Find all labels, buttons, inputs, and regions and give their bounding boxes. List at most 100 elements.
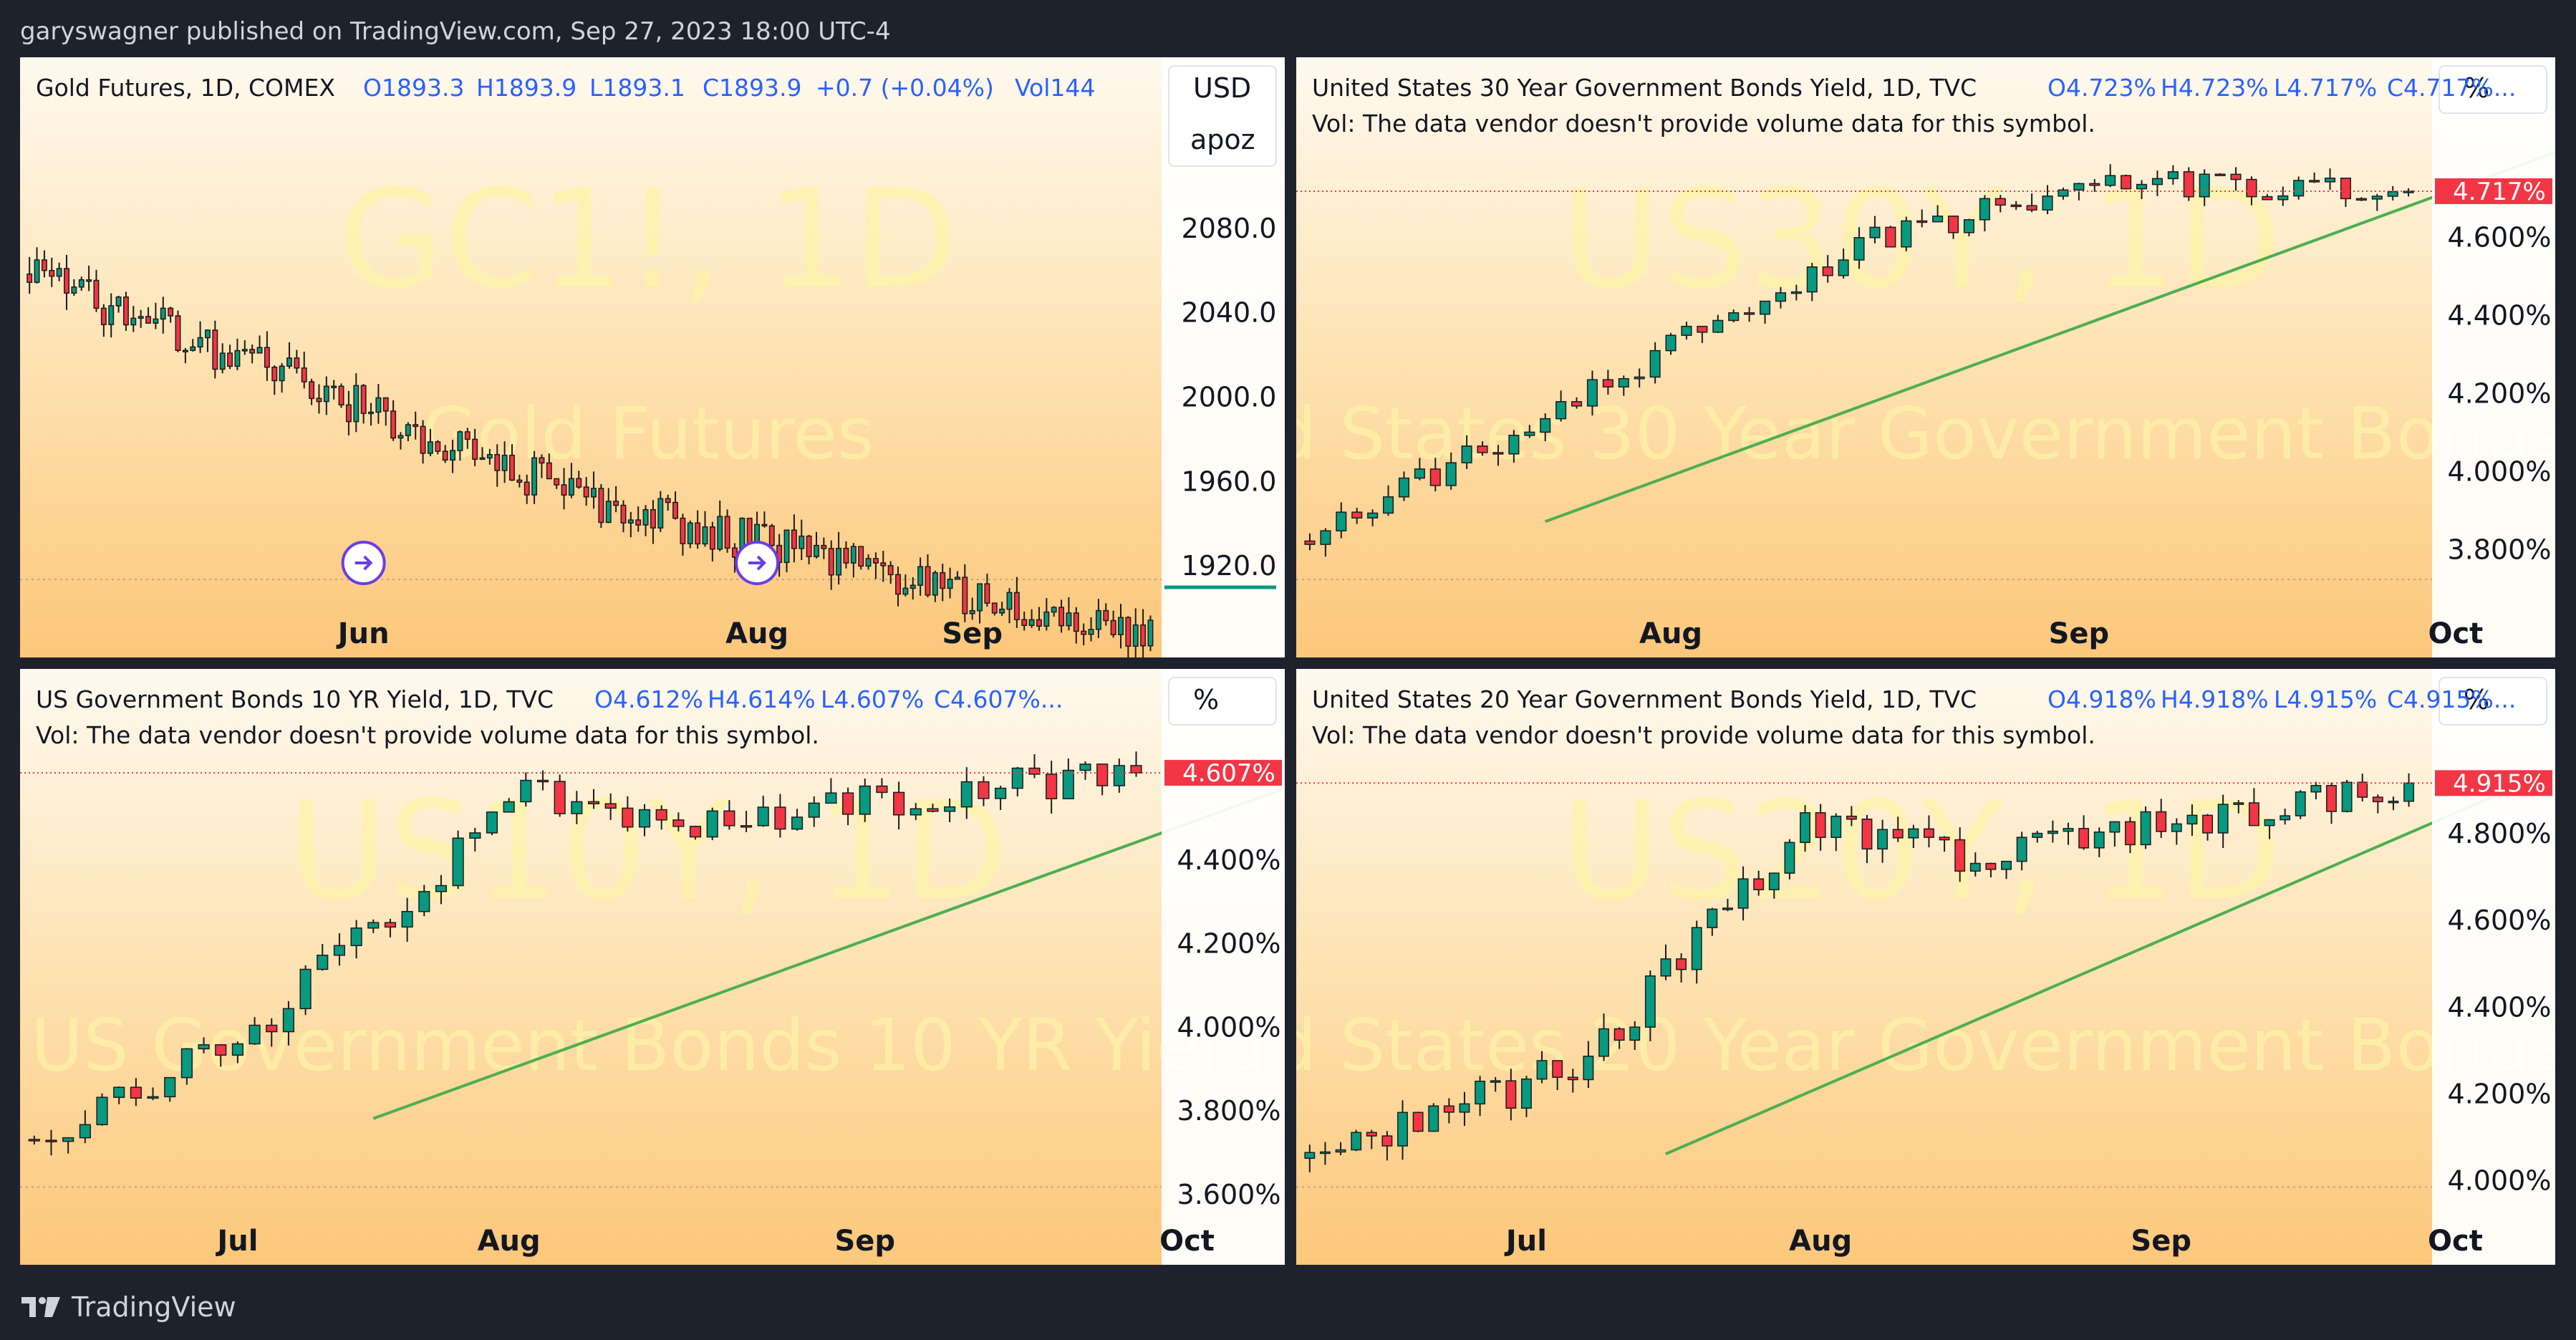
us10y-candle <box>859 785 871 815</box>
gold-candle <box>768 525 775 546</box>
us30y-candle <box>2309 180 2320 183</box>
gold-candle <box>420 425 426 454</box>
gold-candle <box>1073 612 1079 632</box>
us20y-candle <box>1397 1112 1408 1147</box>
gold-currency-sub-label: apoz <box>1190 124 1255 155</box>
chart-panel-gold[interactable]: GC1!, 1D Gold Futures 2080.0 2040.0 2000.0 19… <box>20 57 1285 657</box>
us10y-ohlc-value: L4.607% <box>821 685 924 713</box>
gold-candle <box>962 577 968 614</box>
gold-candle <box>650 508 656 529</box>
gold-candle <box>368 411 374 415</box>
us20y-candle <box>2016 837 2027 862</box>
gold-candle <box>435 441 441 452</box>
us30y-candle <box>1508 435 1520 455</box>
us10y-candle <box>587 801 600 804</box>
gold-candle <box>799 535 805 549</box>
gold-currency-box[interactable] <box>1168 65 1277 167</box>
us20y-candle <box>1830 815 1842 839</box>
gold-candle <box>910 584 916 589</box>
gold-ohlc-value: O1893.3 <box>363 74 464 102</box>
chart-panel-us20y[interactable]: US20Y, 1D United States 20 Year Governmen… <box>1296 669 2555 1265</box>
us10y-candle <box>452 837 464 887</box>
gold-candle <box>115 297 122 307</box>
gold-candle <box>516 479 523 483</box>
us10y-candle <box>944 806 956 812</box>
gold-candle <box>479 457 486 461</box>
gold-candle <box>880 562 887 567</box>
us20y-candle <box>2341 781 2353 812</box>
gold-candle <box>843 547 849 564</box>
gold-candle <box>1006 592 1013 610</box>
us10y-x-tick-label: Jul <box>215 1225 258 1258</box>
gold-candle <box>568 478 574 496</box>
gold-candle <box>1081 630 1087 635</box>
us30y-ohlc-value: C4.717%... <box>2387 74 2516 102</box>
gold-candle <box>887 565 894 576</box>
gold-event-marker[interactable] <box>735 541 780 585</box>
gold-candle <box>724 516 730 549</box>
us30y-price-axis[interactable] <box>2432 57 2555 657</box>
us20y-candle <box>1676 958 1687 970</box>
us10y-y-tick-label: 4.200% <box>1177 928 1281 960</box>
gold-candle <box>1103 609 1109 622</box>
us20y-candle <box>1304 1152 1316 1160</box>
gold-candle <box>219 352 226 370</box>
us10y-price-axis[interactable] <box>1162 669 1285 1265</box>
us30y-candle <box>1822 266 1833 276</box>
us10y-currency-label: % <box>1193 684 1219 715</box>
us10y-candle <box>1046 773 1058 799</box>
us30y-candle <box>1304 540 1316 545</box>
chart-panel-us30y[interactable]: US30Y, 1D United States 30 Year Governmen… <box>1296 57 2555 657</box>
us30y-candle <box>2246 178 2257 198</box>
gold-candle <box>1036 619 1042 627</box>
us20y-candle <box>1598 1028 1609 1057</box>
us20y-candle <box>2093 832 2105 849</box>
chart-panel-us10y[interactable]: US10Y, 1D US Government Bonds 10 YR Yield… <box>20 669 1285 1265</box>
gold-candle <box>1028 619 1035 626</box>
us10y-candle <box>333 945 346 956</box>
us30y-candle <box>2010 204 2022 208</box>
us30y-candle <box>1728 312 1740 322</box>
chart-svg-us10y: US10Y, 1D US Government Bonds 10 YR Yield… <box>20 669 1285 1265</box>
us30y-candle <box>1979 198 1990 221</box>
us30y-candle <box>1586 379 1598 407</box>
us10y-y-tick-label: 3.800% <box>1177 1095 1281 1127</box>
us30y-currency-box[interactable] <box>2438 65 2547 114</box>
us10y-candle <box>79 1124 91 1139</box>
us30y-y-tick-label: 4.000% <box>2448 455 2552 487</box>
gold-candle <box>301 367 307 382</box>
us20y-x-tick-label: Oct <box>2428 1225 2483 1258</box>
us10y-candle <box>299 968 312 1010</box>
gold-event-marker[interactable] <box>341 541 386 585</box>
gold-candle <box>375 397 382 413</box>
us10y-watermark: US10Y, 1D <box>288 772 1008 930</box>
us10y-candle <box>655 809 667 821</box>
gold-candle <box>828 548 834 576</box>
us30y-candle <box>1398 477 1410 498</box>
us20y-y-tick-label: 4.000% <box>2448 1165 2552 1197</box>
us20y-candle <box>1351 1132 1362 1151</box>
us20y-currency-box[interactable] <box>2438 677 2547 726</box>
us20y-price-axis[interactable] <box>2432 669 2555 1265</box>
gold-candle <box>509 454 515 481</box>
us20y-candle <box>2125 821 2136 846</box>
footer-brand[interactable]: TradingView <box>20 1287 236 1327</box>
gold-candle <box>316 397 322 403</box>
gold-candle <box>212 329 218 370</box>
us30y-candle <box>1759 300 1771 315</box>
us10y-candle <box>215 1044 227 1056</box>
gold-candle <box>234 350 241 367</box>
gold-ohlc-value: H1893.9 <box>476 74 577 102</box>
us20y-ohlc-value: L4.915% <box>2274 685 2377 713</box>
us30y-watermark-sub: United States 30 Year Government Bonds Y… <box>1296 392 2555 476</box>
gold-candle <box>680 517 686 544</box>
us20y-ohlc-value: O4.918% <box>2047 685 2156 713</box>
us20y-candle <box>2388 800 2399 804</box>
gold-candle <box>442 450 448 461</box>
us30y-candle <box>2214 173 2226 176</box>
us10y-currency-box[interactable] <box>1168 677 1277 726</box>
gold-candle <box>814 544 819 557</box>
us10y-y-tick-label: 3.600% <box>1177 1179 1281 1210</box>
gold-candle <box>71 286 77 294</box>
us30y-candle <box>1869 226 1881 238</box>
